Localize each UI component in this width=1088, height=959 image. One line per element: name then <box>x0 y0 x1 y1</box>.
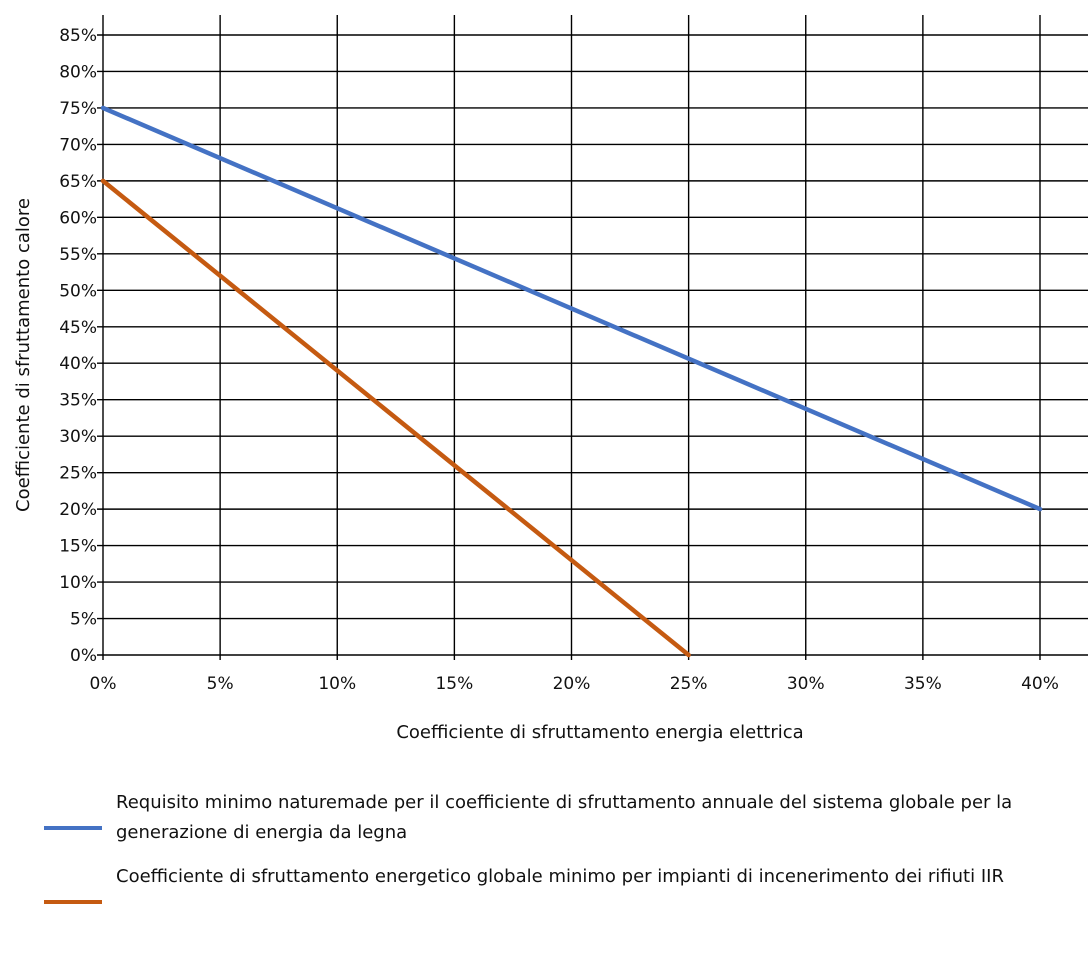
y-tick-label: 75% <box>59 99 97 119</box>
x-tick-label: 5% <box>207 674 234 694</box>
y-tick-label: 45% <box>59 318 97 338</box>
line-chart: 0% 5% 10% 15% 20% 25% 30% 35% 40% 45% 50% 55% 60% 65%… <box>13 15 1088 743</box>
y-tick-label: 30% <box>59 427 97 447</box>
y-tick-label: 15% <box>59 537 97 557</box>
y-tick-labels: 0% 5% 10% 15% 20% 25% 30% 35% 40% 45% 50% 55% 60% 65%… <box>59 26 97 666</box>
series-line-1 <box>100 105 1043 512</box>
y-tick-label: 20% <box>59 500 97 520</box>
x-tick-label: 0% <box>90 674 117 694</box>
y-tick-label: 65% <box>59 172 97 192</box>
x-tick-label: 20% <box>553 674 591 694</box>
x-tick-label: 40% <box>1021 674 1059 694</box>
series-lines <box>100 105 1043 658</box>
x-tick-label: 15% <box>435 674 473 694</box>
legend-swatch-blue <box>44 826 102 830</box>
legend-label-iir: Coefficiente di sfruttamento energetico … <box>116 866 1004 887</box>
y-tick-label: 80% <box>59 62 97 82</box>
y-tick-label: 10% <box>59 573 97 593</box>
y-tick-label: 0% <box>70 646 97 666</box>
y-tick-label: 55% <box>59 245 97 265</box>
y-tick-label: 85% <box>59 26 97 46</box>
x-tick-label: 35% <box>904 674 942 694</box>
legend-swatch-orange <box>44 900 102 904</box>
y-tick-label: 70% <box>59 135 97 155</box>
y-tick-label: 50% <box>59 281 97 301</box>
x-tick-label: 10% <box>318 674 356 694</box>
x-tick-label: 30% <box>787 674 825 694</box>
x-tick-label: 25% <box>670 674 708 694</box>
x-tick-labels: 0% 5% 10% 15% 20% 25% 30% 35% 40% <box>90 674 1059 694</box>
y-tick-label: 5% <box>70 610 97 630</box>
legend-label-wood: Requisito minimo naturemade per il coeff… <box>116 792 1013 843</box>
legend: Requisito minimo naturemade per il coeff… <box>40 788 1080 936</box>
y-tick-label: 60% <box>59 208 97 228</box>
y-tick-label: 40% <box>59 354 97 374</box>
series-line-2 <box>100 178 691 658</box>
legend-item-wood: Requisito minimo naturemade per il coeff… <box>40 788 1080 862</box>
y-axis-title: Coefficiente di sfruttamento calore <box>13 198 34 512</box>
x-axis-title: Coefficiente di sfruttamento energia ele… <box>396 722 803 743</box>
y-tick-label: 25% <box>59 464 97 484</box>
y-tick-label: 35% <box>59 391 97 411</box>
legend-item-iir: Coefficiente di sfruttamento energetico … <box>40 862 1080 936</box>
grid <box>97 15 1088 660</box>
